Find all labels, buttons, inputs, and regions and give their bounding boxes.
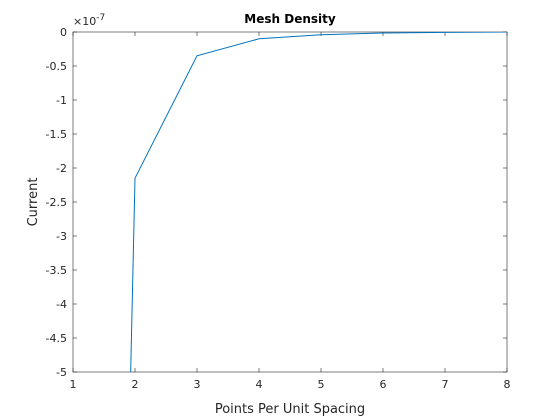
y-tick-label: -4 bbox=[56, 298, 67, 311]
y-tick-label: -1.5 bbox=[46, 128, 67, 141]
y-tick-label: -4.5 bbox=[46, 332, 67, 345]
x-tick-label: 2 bbox=[132, 378, 139, 391]
y-tick-label: -3.5 bbox=[46, 264, 67, 277]
exponent-power: -7 bbox=[96, 13, 105, 23]
x-tick-label: 5 bbox=[318, 378, 325, 391]
y-axis-label: Current bbox=[26, 178, 41, 227]
x-tick-label: 1 bbox=[70, 378, 77, 391]
y-tick-label: -0.5 bbox=[46, 60, 67, 73]
x-tick-label: 7 bbox=[442, 378, 449, 391]
y-tick-label: 0 bbox=[60, 26, 67, 39]
exponent-base: ×10 bbox=[73, 15, 96, 28]
y-tick-label: -2 bbox=[56, 162, 67, 175]
chart-title: Mesh Density bbox=[244, 12, 336, 26]
plot-area bbox=[72, 31, 508, 373]
x-tick-label: 4 bbox=[256, 378, 263, 391]
x-tick-label: 6 bbox=[380, 378, 387, 391]
x-tick-label: 3 bbox=[194, 378, 201, 391]
x-tick-label: 8 bbox=[504, 378, 511, 391]
y-exponent: ×10-7 bbox=[73, 13, 105, 28]
x-axis-label: Points Per Unit Spacing bbox=[215, 402, 365, 417]
y-tick-label: -2.5 bbox=[46, 196, 67, 209]
y-tick-label: -3 bbox=[56, 230, 67, 243]
line-series bbox=[130, 32, 507, 372]
y-tick-label: -5 bbox=[56, 366, 67, 379]
y-tick-label: -1 bbox=[56, 94, 67, 107]
